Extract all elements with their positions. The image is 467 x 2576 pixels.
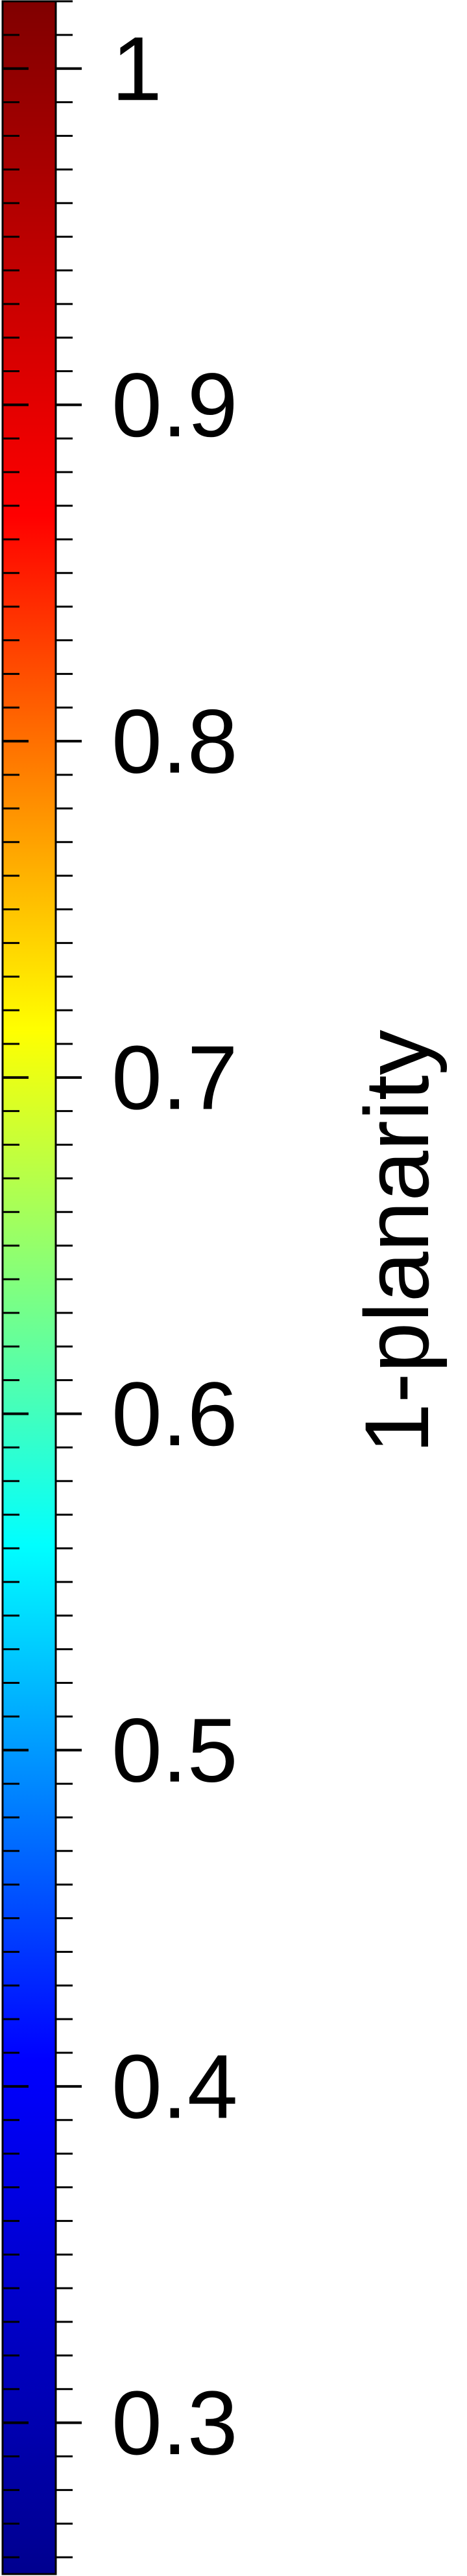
tick-label: 0.3 bbox=[112, 2372, 238, 2474]
colorbar-ticks bbox=[3, 0, 82, 2558]
colorbar-axis-label: 1-planarity bbox=[346, 1030, 448, 1454]
tick-label: 0.5 bbox=[112, 1699, 238, 1801]
tick-label: 0.4 bbox=[112, 2035, 238, 2137]
tick-label: 0.7 bbox=[112, 1026, 238, 1128]
tick-label: 0.6 bbox=[112, 1363, 238, 1465]
colorbar-gradient bbox=[1, 0, 57, 2575]
tick-label: 1 bbox=[112, 18, 162, 119]
tick-label: 0.9 bbox=[112, 354, 238, 456]
colorbar-tick-labels: 0.3 0.4 0.5 0.6 0.7 0.8 0.9 1 bbox=[112, 18, 238, 2474]
tick-label: 0.8 bbox=[112, 691, 238, 792]
